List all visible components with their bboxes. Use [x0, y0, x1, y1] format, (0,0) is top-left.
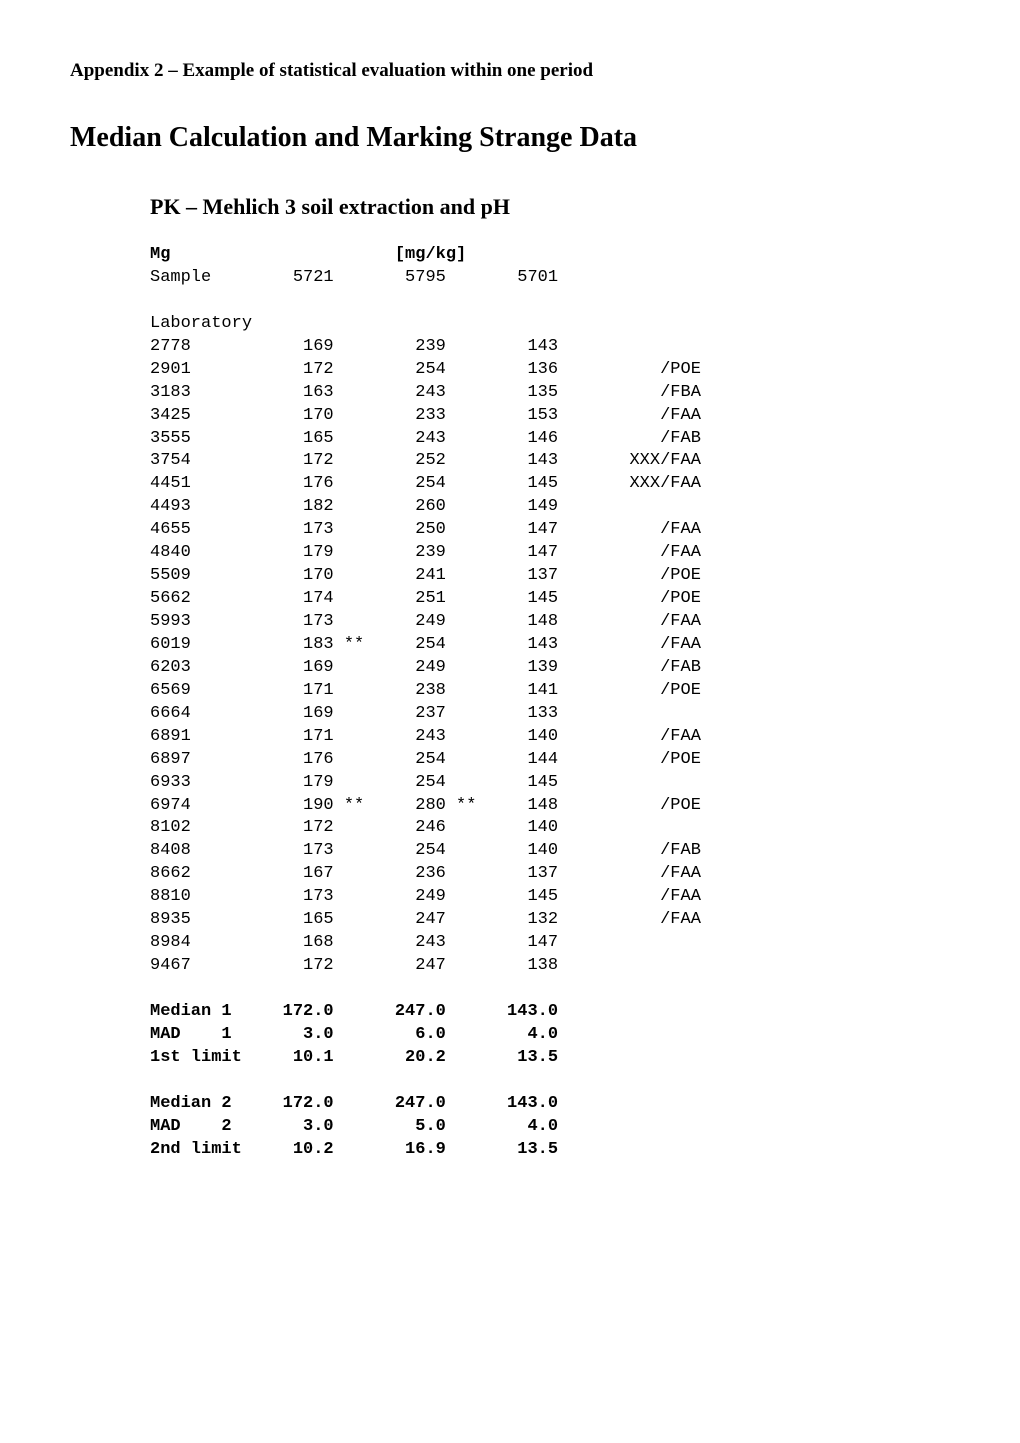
appendix-title: Appendix 2 – Example of statistical eval… — [70, 60, 950, 82]
sub-title: PK – Mehlich 3 soil extraction and pH — [150, 194, 950, 220]
main-title: Median Calculation and Marking Strange D… — [70, 122, 950, 154]
data-table: Mg [mg/kg] Sample 5721 5795 5701 Laborat… — [150, 244, 950, 1162]
